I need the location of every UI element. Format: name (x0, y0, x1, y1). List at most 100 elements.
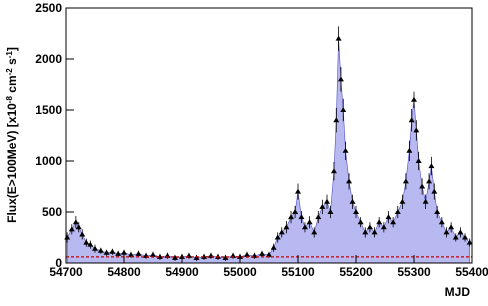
data-point (72, 219, 79, 225)
data-point (376, 219, 383, 225)
x-tick-label: 55400 (455, 265, 488, 279)
data-point (415, 158, 422, 163)
data-point (75, 224, 82, 230)
data-point (337, 76, 344, 82)
x-tick-label: 55300 (397, 265, 431, 279)
y-axis-label-part: -1 (5, 51, 14, 59)
data-point (390, 219, 397, 225)
data-point (340, 107, 347, 112)
x-tick-label: 54700 (49, 265, 83, 279)
data-point (79, 231, 86, 237)
data-point (324, 198, 330, 204)
data-point (330, 168, 337, 174)
data-point (222, 254, 229, 260)
data-point (243, 251, 250, 257)
data-point (349, 198, 356, 204)
data-point (385, 214, 392, 220)
y-tick-label: 0 (55, 256, 62, 270)
data-point (438, 219, 445, 225)
y-tick-label: 1000 (35, 154, 62, 168)
data-point (68, 226, 75, 232)
data-point (172, 254, 179, 260)
data-point (87, 241, 94, 247)
data-point (259, 250, 266, 256)
y-axis-label-part: Flux(E>100MeV) [x10 (5, 103, 19, 223)
data-point (315, 214, 322, 220)
data-point (292, 209, 299, 214)
y-tick-label: 2500 (35, 1, 62, 15)
data-point (83, 239, 90, 245)
data-point (371, 229, 378, 235)
data-point (278, 229, 285, 235)
data-point (346, 178, 353, 184)
y-tick-label: 500 (42, 205, 62, 219)
x-axis-label: MJD (445, 285, 471, 299)
data-point (434, 209, 441, 214)
data-point (201, 253, 208, 259)
data-point (413, 127, 420, 133)
data-point (288, 214, 295, 220)
data-point (333, 117, 340, 123)
data-point (270, 244, 277, 250)
data-point (462, 234, 469, 240)
data-point (115, 250, 122, 256)
data-point (428, 163, 435, 169)
data-point (127, 251, 134, 257)
data-point (380, 224, 387, 230)
data-point (274, 234, 281, 240)
data-point (422, 198, 429, 204)
data-point (327, 209, 334, 214)
data-point (150, 251, 156, 257)
data-point (301, 224, 308, 230)
data-point (103, 249, 110, 255)
y-axis-label-part: s (5, 58, 19, 68)
data-point (457, 229, 464, 235)
data-point (419, 183, 426, 189)
x-tick-label: 54900 (165, 265, 199, 279)
plot-frame (65, 7, 473, 264)
data-point (298, 214, 305, 220)
data-point (431, 188, 438, 194)
data-point (319, 203, 326, 209)
y-axis-label-part: ] (5, 47, 19, 51)
data-point (362, 229, 369, 235)
data-point (411, 96, 417, 102)
data-point (366, 224, 373, 230)
data-point (335, 35, 342, 41)
data-point (402, 178, 409, 184)
y-tick-label: 1500 (35, 103, 62, 117)
data-point (443, 229, 450, 235)
data-point (283, 224, 290, 230)
y-axis-label-part: -8 (5, 96, 14, 104)
data-point (466, 239, 473, 245)
data-point (426, 178, 433, 184)
x-tick-label: 55200 (339, 265, 373, 279)
data-point (357, 219, 364, 225)
data-point (394, 209, 401, 214)
data-point (399, 198, 406, 204)
data-point (121, 249, 127, 255)
data-point (295, 188, 301, 194)
data-point (97, 247, 104, 253)
data-point (408, 117, 415, 123)
y-axis-label-part: cm (5, 75, 19, 96)
data-point (448, 224, 455, 230)
data-point (156, 253, 163, 259)
y-tick-label: 2000 (35, 52, 62, 66)
x-tick-label: 55100 (281, 265, 315, 279)
data-point (311, 229, 318, 235)
x-tick-label: 54800 (107, 265, 141, 279)
data-point (135, 250, 142, 256)
y-axis-label: Flux(E>100MeV) [x10-8 cm-2 s-1] (5, 47, 20, 223)
data-point (266, 251, 272, 257)
x-tick-label: 55000 (223, 265, 257, 279)
data-point (452, 234, 459, 240)
data-point (92, 245, 98, 251)
data-point (306, 219, 313, 225)
data-point (109, 248, 116, 254)
data-point (342, 147, 349, 153)
y-axis-label-part: -2 (5, 68, 14, 76)
data-point (353, 209, 359, 214)
data-point (406, 147, 413, 153)
